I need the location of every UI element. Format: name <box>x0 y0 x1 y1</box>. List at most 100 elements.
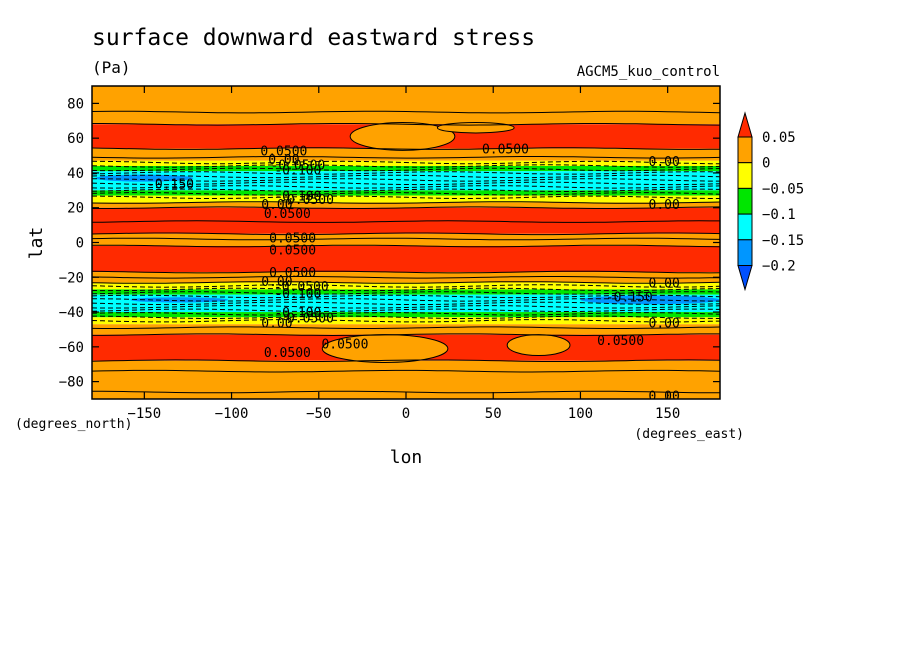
contour-label: -0.150 <box>147 177 194 192</box>
contour-dashed-16 <box>92 301 720 306</box>
contour-dashed-3 <box>92 171 720 175</box>
patch-2 <box>130 297 229 303</box>
y-tick-label: 60 <box>67 131 84 147</box>
contour-dashed-21 <box>92 319 720 323</box>
contour-label: -0.0500 <box>274 280 329 295</box>
colorbar-label: −0.05 <box>762 181 804 197</box>
contour-label: -0.150 <box>606 290 653 305</box>
colorbar-label: −0.1 <box>762 207 796 223</box>
contour-label: -0.0500 <box>279 311 334 326</box>
colorbar-bottom-arrow <box>737 265 753 292</box>
contour-solid-5 <box>92 220 720 223</box>
gap-1 <box>436 122 515 134</box>
band-7 <box>92 195 720 203</box>
y-tick-label: −60 <box>59 340 84 356</box>
contour-dashed-11 <box>92 284 720 288</box>
x-tick-label: −150 <box>127 406 161 422</box>
band-8 <box>92 202 720 208</box>
contour-dashed-1 <box>92 164 720 168</box>
patch-1 <box>580 295 720 305</box>
contour-label: 0.00 <box>649 390 680 405</box>
y-tick-label: 80 <box>67 96 84 112</box>
band-10 <box>92 233 720 246</box>
colorbar-swatch <box>737 136 753 164</box>
contour-label: 0.0500 <box>321 337 368 352</box>
x-tick-label: 100 <box>568 406 593 422</box>
colorbar-label: −0.2 <box>762 259 796 275</box>
colorbar-label: −0.15 <box>762 233 804 249</box>
contour-solid-10 <box>92 276 720 279</box>
contour-dashed-7 <box>92 185 720 189</box>
x-tick-label: 150 <box>655 406 680 422</box>
y-tick-label: −40 <box>59 305 84 321</box>
contour-solid-6 <box>92 232 720 236</box>
band-2 <box>92 148 720 161</box>
contour-solid-2 <box>92 156 720 159</box>
contour-label: 0.0500 <box>264 346 311 361</box>
contour-label: 0.0500 <box>269 266 316 281</box>
contour-label: 0.00 <box>649 155 680 170</box>
contour-solid-12 <box>92 326 720 329</box>
contour-solid-1 <box>92 147 720 150</box>
y-units-label: (degrees_north) <box>15 417 132 432</box>
contour-label: 0.00 <box>649 276 680 291</box>
contour-dashed-13 <box>92 291 720 295</box>
contour-solid-0 <box>92 123 720 126</box>
contour-label: 0.00 <box>261 316 292 331</box>
contour-label: 0.0500 <box>264 207 311 222</box>
contour-dashed-10 <box>92 195 720 199</box>
contour-label: -0.100 <box>274 306 321 321</box>
contour-label: 0.00 <box>268 153 299 168</box>
x-tick-label: −100 <box>215 406 249 422</box>
contour-dashed-18 <box>92 308 720 312</box>
colorbar-swatch <box>737 213 753 241</box>
contour-dashed-6 <box>92 181 720 186</box>
contour-solid-16 <box>92 110 720 114</box>
contour-solid-14 <box>92 359 720 362</box>
x-tick-label: −50 <box>306 406 331 422</box>
contour-solid-4 <box>92 206 720 209</box>
chart-title: surface downward eastward stress <box>92 25 535 51</box>
contour-solid-13 <box>92 333 720 337</box>
units-label: (Pa) <box>92 58 131 77</box>
band-16 <box>92 312 720 318</box>
contour-label: 0.0500 <box>269 243 316 258</box>
contour-dashed-4 <box>92 174 720 179</box>
model-label: AGCM5_kuo_control <box>577 64 720 80</box>
y-tick-label: −80 <box>59 375 84 391</box>
contour-label: 0.00 <box>649 316 680 331</box>
colorbar-swatch <box>737 239 753 267</box>
contour-solid-3 <box>92 201 720 204</box>
contour-solid-11 <box>92 281 720 284</box>
colorbar-swatch <box>737 162 753 189</box>
band-17 <box>92 317 720 325</box>
gap-0 <box>349 122 456 151</box>
contour-label: 0.0500 <box>597 334 644 349</box>
contour-solid-9 <box>92 270 720 274</box>
plot-area: 0.05000.00-0.0500-0.100-0.150-0.100-0.05… <box>92 86 720 405</box>
contour-dashed-9 <box>92 192 720 196</box>
y-tick-label: 0 <box>76 236 84 252</box>
x-tick-label: 0 <box>402 406 410 422</box>
contour-dashed-17 <box>92 305 720 309</box>
contour-label: 0.00 <box>261 275 292 290</box>
contour-dashed-8 <box>92 188 720 192</box>
contour-dashed-2 <box>92 167 720 172</box>
contour-label: 0.0500 <box>482 143 529 158</box>
contour-dashed-5 <box>92 178 720 182</box>
contour-dashed-20 <box>92 315 720 319</box>
x-units-label: (degrees_east) <box>634 427 744 442</box>
x-tick-label: 50 <box>485 406 502 422</box>
band-12 <box>92 272 720 283</box>
contour-label: 0.0500 <box>260 144 307 159</box>
colorbar-label: 0.05 <box>762 130 796 146</box>
contour-dashed-14 <box>92 294 720 299</box>
contour-label: -0.100 <box>274 190 321 205</box>
contour-label: 0.00 <box>649 198 680 213</box>
band-15 <box>92 294 720 313</box>
colorbar-top-arrow <box>737 111 753 138</box>
contour-label: 0.0500 <box>269 231 316 246</box>
contour-dashed-12 <box>92 287 720 292</box>
contour-dashed-0 <box>92 160 720 165</box>
